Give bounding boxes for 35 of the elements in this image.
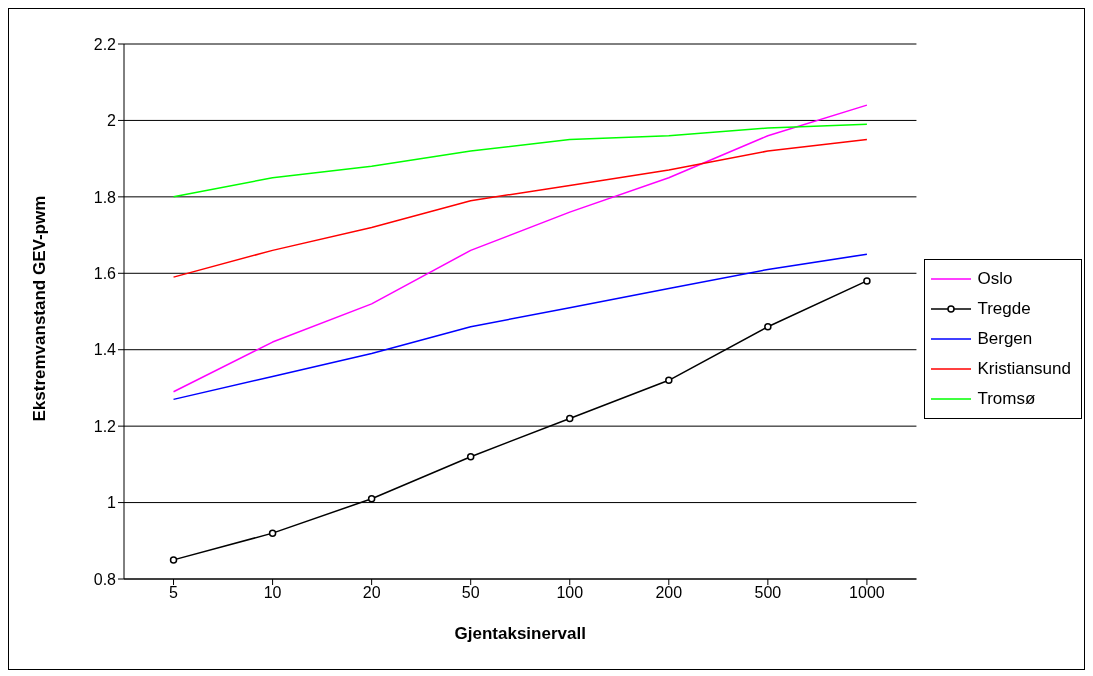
point bbox=[764, 323, 772, 331]
x-axis-title: Gjentaksinervall bbox=[454, 624, 586, 643]
x-tick-label: 100 bbox=[556, 584, 584, 602]
x-tick-label: 5 bbox=[169, 584, 179, 602]
line-series bbox=[172, 253, 868, 401]
point bbox=[566, 414, 574, 423]
point bbox=[466, 452, 475, 461]
point bbox=[268, 529, 277, 537]
y-tick-label: 1.6 bbox=[93, 264, 117, 282]
y-axis-title: Ekstremvanstand GEV-pwm bbox=[30, 195, 50, 422]
x-tick-label: 500 bbox=[754, 584, 782, 602]
y-tick-label: 0.8 bbox=[93, 570, 117, 588]
line-series bbox=[172, 123, 868, 198]
x-tick-label: 1000 bbox=[849, 584, 885, 602]
line-series bbox=[172, 138, 868, 278]
x-tick-label: 20 bbox=[362, 584, 381, 602]
x-tick-label: 50 bbox=[461, 584, 480, 602]
legend-label: Kristiansund bbox=[977, 359, 1071, 379]
line-series bbox=[172, 104, 868, 393]
point bbox=[169, 556, 178, 564]
x-tick-label: 10 bbox=[263, 584, 282, 602]
y-tick-label: 1.4 bbox=[93, 341, 117, 359]
legend-label: Tromsø bbox=[977, 389, 1036, 409]
point bbox=[863, 277, 871, 285]
y-tick-label: 2 bbox=[107, 112, 117, 130]
legend-label: Bergen bbox=[977, 329, 1033, 349]
y-tick-label: 1.2 bbox=[93, 417, 117, 435]
y-tick-label: 1.8 bbox=[93, 188, 117, 206]
y-tick-label: 2.2 bbox=[93, 35, 117, 53]
point bbox=[665, 376, 673, 385]
y-tick-label: 1 bbox=[107, 494, 117, 512]
legend-label: Tregde bbox=[977, 299, 1031, 319]
x-tick-label: 200 bbox=[655, 584, 683, 602]
legend-label: Oslo bbox=[977, 269, 1013, 289]
point bbox=[367, 495, 376, 503]
